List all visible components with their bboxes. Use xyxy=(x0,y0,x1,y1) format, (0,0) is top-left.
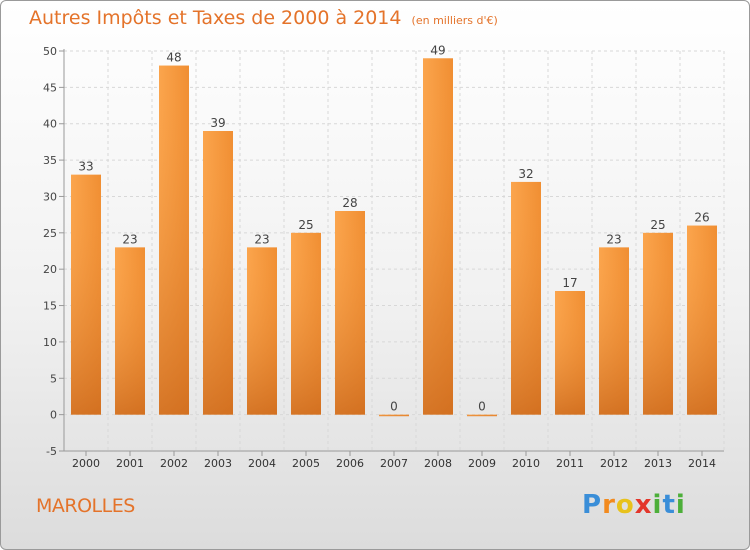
data-label: 32 xyxy=(518,167,533,181)
x-tick-label: 2010 xyxy=(512,457,540,470)
title-text: Autres Impôts et Taxes de 2000 à 2014 xyxy=(29,7,402,29)
logo-letter: i xyxy=(652,490,663,520)
logo-letter: t xyxy=(662,490,676,520)
x-tick-label: 2004 xyxy=(248,457,276,470)
x-tick-label: 2002 xyxy=(160,457,188,470)
x-tick-label: 2014 xyxy=(688,457,716,470)
bar-shade xyxy=(291,232,321,415)
title-unit: (en milliers d'€) xyxy=(411,14,498,27)
bar-shade xyxy=(203,131,233,415)
x-tick-label: 2006 xyxy=(336,457,364,470)
data-label: 28 xyxy=(342,196,357,210)
data-labels: 33 23 48 39 23 25 28 0 49 0 32 17 23 25 26 xyxy=(78,43,709,413)
commune-name: MAROLLES xyxy=(36,495,135,517)
bar-shade xyxy=(379,414,409,417)
bar-shade xyxy=(687,225,717,415)
y-tick-label: 30 xyxy=(43,190,57,203)
data-label: 25 xyxy=(650,218,665,232)
data-label: 49 xyxy=(430,43,445,57)
x-tick-label: 2007 xyxy=(380,457,408,470)
data-label: 25 xyxy=(298,218,313,232)
x-tick-label: 2012 xyxy=(600,457,628,470)
logo-letter: P xyxy=(582,490,603,520)
logo-letter: i xyxy=(675,490,686,520)
x-tick-label: 2000 xyxy=(72,457,100,470)
y-tick-label: 40 xyxy=(43,118,57,131)
chart-title: Autres Impôts et Taxes de 2000 à 2014 (e… xyxy=(29,7,498,29)
y-tick-label: 45 xyxy=(43,81,57,94)
data-label: 23 xyxy=(254,232,269,246)
bar-shade xyxy=(423,58,453,415)
bar-shade xyxy=(511,181,541,415)
logo-letter: x xyxy=(634,490,653,520)
x-tick-label: 2011 xyxy=(556,457,584,470)
bar-shade xyxy=(247,247,277,415)
data-label: 23 xyxy=(122,232,137,246)
data-label: 26 xyxy=(694,211,709,225)
x-tick-label: 2013 xyxy=(644,457,672,470)
bar-shade xyxy=(599,247,629,415)
y-tick-label: 10 xyxy=(43,336,57,349)
x-tick-label: 2003 xyxy=(204,457,232,470)
x-tick-label: 2005 xyxy=(292,457,320,470)
proxiti-logo[interactable]: Proxiti xyxy=(582,490,686,520)
data-label: 23 xyxy=(606,232,621,246)
y-tick-label: -5 xyxy=(46,445,57,458)
y-tick-label: 20 xyxy=(43,263,57,276)
x-tick-label: 2009 xyxy=(468,457,496,470)
bar-shade xyxy=(115,247,145,415)
y-tick-label: 35 xyxy=(43,154,57,167)
bar-shade xyxy=(71,174,101,415)
bar-shade xyxy=(643,232,673,415)
axes: -5 0 5 10 15 20 25 30 35 40 45 50 2000 2001 2002 2003 20… xyxy=(43,45,724,470)
data-label: 48 xyxy=(166,51,181,65)
bars xyxy=(71,58,717,417)
x-tick-label: 2008 xyxy=(424,457,452,470)
data-label: 17 xyxy=(562,276,577,290)
logo-letter: o xyxy=(615,490,635,520)
bar-shade xyxy=(335,211,365,415)
data-label: 39 xyxy=(210,116,225,130)
y-tick-label: 0 xyxy=(50,409,57,422)
y-tick-label: 15 xyxy=(43,300,57,313)
data-label: 33 xyxy=(78,160,93,174)
data-label: 0 xyxy=(478,400,486,414)
logo-letter: r xyxy=(602,490,616,520)
data-label: 0 xyxy=(390,400,398,414)
bar-shade xyxy=(159,65,189,415)
y-tick-label: 50 xyxy=(43,45,57,58)
y-tick-label: 25 xyxy=(43,227,57,240)
bar-shade xyxy=(555,291,585,415)
x-tick-label: 2001 xyxy=(116,457,144,470)
bar-shade xyxy=(467,414,497,417)
y-tick-label: 5 xyxy=(50,372,57,385)
